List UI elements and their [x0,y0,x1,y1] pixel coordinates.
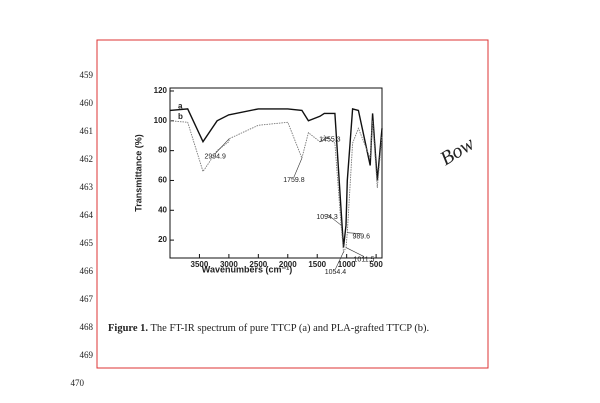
annotation-leader [214,138,230,154]
line-number: 462 [80,154,94,164]
caption: Figure 1. The FT-IR spectrum of pure TTC… [108,323,429,334]
annotation-label: 2994.9 [204,154,226,161]
y-tick-label: 40 [158,205,167,214]
annotation-leader [345,247,365,257]
annotation-leader [347,232,362,234]
line-number: 459 [80,70,94,80]
x-tick-label: 500 [369,260,383,269]
series-line [169,120,383,254]
line-number: 470 [71,378,85,388]
x-tick-label: 2000 [279,260,297,269]
line-number: 464 [80,210,94,220]
annotation-label: 1011.5 [354,256,375,263]
y-tick-label: 100 [154,116,168,125]
line-number: 460 [80,98,94,108]
figure-frame [96,39,489,369]
x-tick-label: 1000 [338,260,356,269]
annotation-label: 1455.3 [319,137,341,144]
series-label: a [178,101,183,110]
annotation-label: 1094.3 [316,214,338,221]
annotation-label: 1759.8 [283,177,305,184]
annotation-leader [326,213,342,226]
annotation-leader [319,136,330,142]
series-line [169,108,383,248]
x-tick-label: 1500 [308,260,326,269]
x-tick-label: 2500 [249,260,267,269]
line-number: 467 [80,294,94,304]
annotation-label: 1054.4 [325,269,347,276]
x-tick-label: 3000 [220,260,238,269]
y-axis-label: Transmittance (%) [133,134,143,212]
line-number: 465 [80,238,94,248]
caption-label: Figure 1. [108,323,148,334]
y-tick-label: 60 [158,176,167,185]
y-tick-label: 120 [154,86,168,95]
line-number: 469 [80,350,94,360]
line-number: 466 [80,266,94,276]
x-tick-label: 3500 [191,260,209,269]
plot-frame [169,87,383,259]
annotation-leader [335,251,344,270]
y-tick-label: 80 [158,146,167,155]
annotation-leader [293,157,303,178]
series-label: b [178,112,183,121]
line-number: 463 [80,182,94,192]
y-tick-label: 20 [158,235,167,244]
x-axis-label: Wavenumbers (cm⁻¹) [202,264,292,274]
handwritten-note: Bow [436,132,478,170]
line-number: 461 [80,126,94,136]
caption-text: The FT-IR spectrum of pure TTCP (a) and … [151,323,430,334]
line-number: 468 [80,322,94,332]
annotation-label: 989.6 [353,233,371,240]
